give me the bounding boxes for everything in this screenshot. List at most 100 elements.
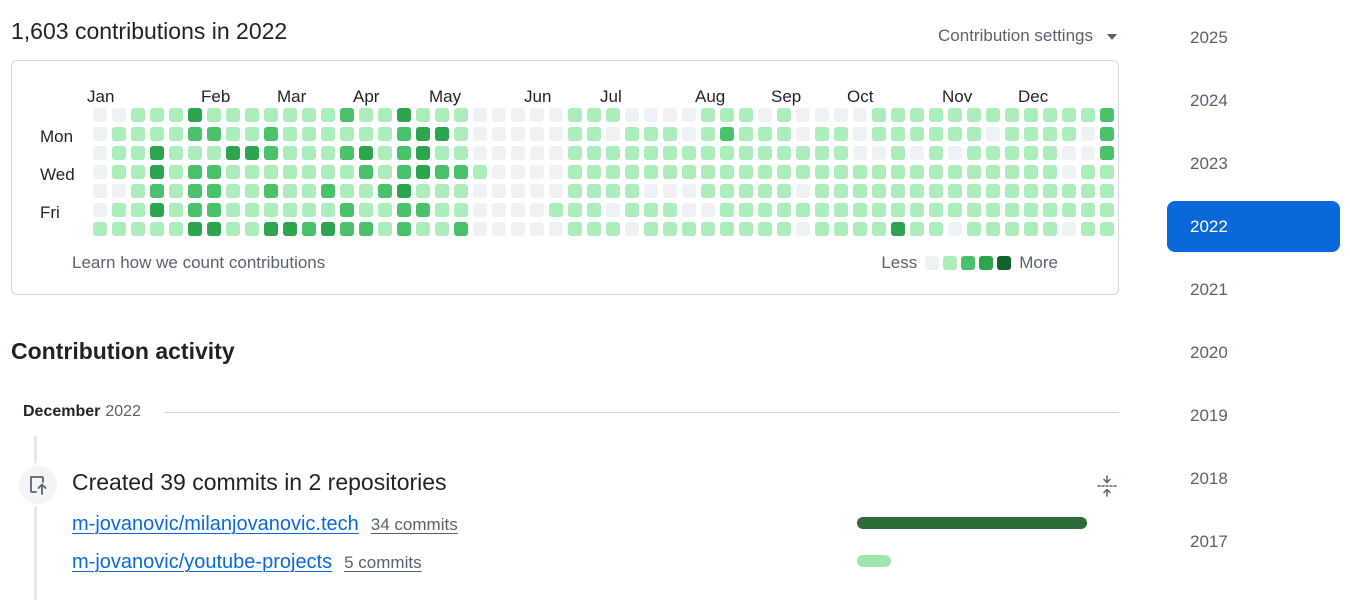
- contribution-day[interactable]: [511, 127, 525, 141]
- contribution-day[interactable]: [568, 146, 582, 160]
- contribution-day[interactable]: [720, 127, 734, 141]
- contribution-day[interactable]: [929, 165, 943, 179]
- contribution-day[interactable]: [853, 146, 867, 160]
- contribution-day[interactable]: [207, 184, 221, 198]
- contribution-day[interactable]: [302, 184, 316, 198]
- contribution-day[interactable]: [1043, 108, 1057, 122]
- contribution-day[interactable]: [473, 222, 487, 236]
- contribution-day[interactable]: [777, 184, 791, 198]
- contribution-day[interactable]: [986, 127, 1000, 141]
- contribution-day[interactable]: [321, 222, 335, 236]
- contribution-day[interactable]: [625, 203, 639, 217]
- contribution-day[interactable]: [226, 165, 240, 179]
- contribution-day[interactable]: [777, 165, 791, 179]
- contribution-day[interactable]: [416, 127, 430, 141]
- contribution-day[interactable]: [663, 146, 677, 160]
- contribution-day[interactable]: [1005, 108, 1019, 122]
- contribution-day[interactable]: [340, 165, 354, 179]
- contribution-day[interactable]: [606, 203, 620, 217]
- contribution-day[interactable]: [435, 127, 449, 141]
- contribution-day[interactable]: [587, 222, 601, 236]
- contribution-day[interactable]: [967, 184, 981, 198]
- contribution-day[interactable]: [359, 184, 373, 198]
- contribution-day[interactable]: [986, 146, 1000, 160]
- contribution-day[interactable]: [739, 127, 753, 141]
- contribution-day[interactable]: [378, 184, 392, 198]
- contribution-day[interactable]: [93, 184, 107, 198]
- contribution-day[interactable]: [644, 222, 658, 236]
- contribution-day[interactable]: [1100, 184, 1114, 198]
- contribution-day[interactable]: [587, 203, 601, 217]
- contribution-day[interactable]: [302, 127, 316, 141]
- contribution-day[interactable]: [1081, 184, 1095, 198]
- contribution-day[interactable]: [891, 184, 905, 198]
- contribution-day[interactable]: [758, 203, 772, 217]
- contribution-day[interactable]: [283, 108, 297, 122]
- contribution-day[interactable]: [245, 165, 259, 179]
- contribution-day[interactable]: [587, 184, 601, 198]
- contribution-day[interactable]: [131, 184, 145, 198]
- contribution-day[interactable]: [150, 127, 164, 141]
- contribution-day[interactable]: [929, 203, 943, 217]
- contribution-day[interactable]: [397, 127, 411, 141]
- contribution-day[interactable]: [663, 165, 677, 179]
- contribution-day[interactable]: [112, 222, 126, 236]
- contribution-day[interactable]: [302, 165, 316, 179]
- contribution-day[interactable]: [682, 184, 696, 198]
- contribution-day[interactable]: [663, 184, 677, 198]
- contribution-day[interactable]: [891, 165, 905, 179]
- contribution-day[interactable]: [910, 165, 924, 179]
- contribution-day[interactable]: [397, 165, 411, 179]
- contribution-day[interactable]: [131, 165, 145, 179]
- contribution-day[interactable]: [986, 222, 1000, 236]
- contribution-day[interactable]: [283, 203, 297, 217]
- contribution-day[interactable]: [682, 222, 696, 236]
- contribution-day[interactable]: [606, 184, 620, 198]
- contribution-day[interactable]: [283, 165, 297, 179]
- contribution-day[interactable]: [169, 108, 183, 122]
- contribution-day[interactable]: [188, 146, 202, 160]
- contribution-day[interactable]: [397, 146, 411, 160]
- contribution-day[interactable]: [720, 203, 734, 217]
- contribution-day[interactable]: [796, 127, 810, 141]
- contribution-day[interactable]: [226, 108, 240, 122]
- contribution-day[interactable]: [511, 222, 525, 236]
- contribution-day[interactable]: [834, 222, 848, 236]
- contribution-day[interactable]: [473, 184, 487, 198]
- contribution-day[interactable]: [796, 222, 810, 236]
- contribution-day[interactable]: [378, 203, 392, 217]
- contribution-day[interactable]: [150, 108, 164, 122]
- contribution-day[interactable]: [1100, 146, 1114, 160]
- contribution-day[interactable]: [625, 127, 639, 141]
- contribution-day[interactable]: [492, 127, 506, 141]
- contribution-day[interactable]: [891, 222, 905, 236]
- contribution-day[interactable]: [1100, 127, 1114, 141]
- contribution-day[interactable]: [739, 146, 753, 160]
- contribution-day[interactable]: [511, 108, 525, 122]
- contribution-day[interactable]: [340, 203, 354, 217]
- contribution-day[interactable]: [473, 146, 487, 160]
- contribution-day[interactable]: [549, 127, 563, 141]
- contribution-day[interactable]: [948, 184, 962, 198]
- contribution-day[interactable]: [663, 108, 677, 122]
- contribution-day[interactable]: [397, 184, 411, 198]
- contribution-day[interactable]: [112, 203, 126, 217]
- contribution-day[interactable]: [435, 146, 449, 160]
- contribution-day[interactable]: [739, 165, 753, 179]
- contribution-day[interactable]: [169, 165, 183, 179]
- contribution-day[interactable]: [397, 203, 411, 217]
- contribution-day[interactable]: [910, 184, 924, 198]
- contribution-day[interactable]: [625, 165, 639, 179]
- contribution-day[interactable]: [587, 127, 601, 141]
- contribution-day[interactable]: [872, 146, 886, 160]
- contribution-day[interactable]: [967, 222, 981, 236]
- contribution-day[interactable]: [169, 222, 183, 236]
- contribution-day[interactable]: [1024, 203, 1038, 217]
- contribution-day[interactable]: [777, 146, 791, 160]
- contribution-day[interactable]: [701, 165, 715, 179]
- contribution-day[interactable]: [340, 222, 354, 236]
- year-link-2019[interactable]: 2019: [1190, 405, 1228, 425]
- contribution-day[interactable]: [264, 165, 278, 179]
- contribution-day[interactable]: [492, 184, 506, 198]
- contribution-day[interactable]: [226, 146, 240, 160]
